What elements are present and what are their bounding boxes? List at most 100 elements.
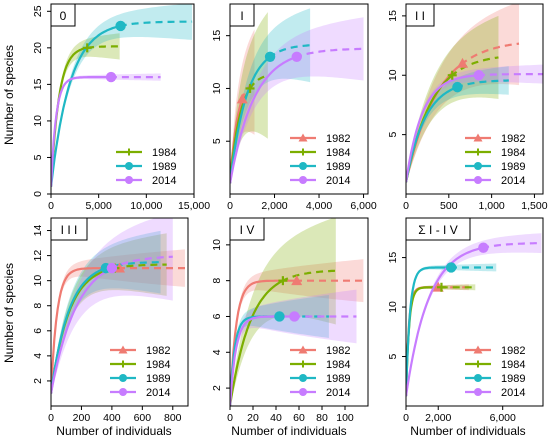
y-tick-label: 8 — [211, 278, 223, 284]
legend-label: 1989 — [501, 161, 525, 173]
y-tick-label: 10 — [387, 69, 399, 81]
extrapolation-1989 — [104, 261, 161, 270]
panel-5: 0 20 40 60 80 100 2 4 6 8 10 I V 1982 1984 1989 2014 — [211, 217, 369, 424]
legend-label: 1982 — [501, 345, 525, 357]
point-1984 — [436, 282, 446, 292]
x-tick-label: 0 — [48, 200, 54, 212]
legend-label: 1982 — [501, 133, 525, 145]
legend-item-1982: 1982 — [290, 133, 350, 145]
x-tick-label: 5,000 — [86, 200, 112, 212]
point-2014 — [105, 71, 117, 83]
legend: 1982 1984 1989 2014 — [290, 133, 350, 187]
x-tick-label: 6,000 — [490, 412, 516, 424]
band-1982 — [230, 259, 364, 406]
point-2014 — [291, 51, 302, 62]
point-1982 — [114, 262, 125, 273]
y-tick-label: 6 — [211, 313, 223, 319]
x-tick-label: 80 — [316, 412, 328, 424]
panel-1: 0 5,000 10,000 15,000 0 5 10 15 20 25 0 1984 1989 201… — [32, 3, 210, 212]
extrapolation-1984 — [86, 45, 120, 49]
band-2014 — [406, 233, 542, 397]
point-1984 — [245, 83, 255, 93]
point-1989 — [274, 311, 285, 322]
legend: 1982 1984 1989 2014 — [110, 345, 170, 399]
legend-label: 1989 — [326, 373, 350, 385]
legend-item-1982: 1982 — [110, 345, 170, 357]
x-tick-label: 1,500 — [521, 200, 547, 212]
extrapolation-1984 — [281, 269, 336, 283]
point-2014 — [289, 311, 300, 322]
panel-label: 0 — [60, 9, 67, 23]
legend: 1982 1984 1989 2014 — [290, 345, 350, 399]
curve-2014 — [51, 76, 110, 187]
panel-label-box — [405, 3, 435, 27]
y-axis-label-bottom: Number of species — [2, 263, 16, 363]
band-1984 — [406, 15, 499, 183]
panel-label: I — [240, 9, 243, 23]
legend-label: 1982 — [146, 345, 170, 357]
curve-2014 — [51, 267, 113, 394]
x-tick-label: 0 — [227, 412, 233, 424]
plot-frame — [50, 217, 189, 407]
x-tick-label: 1,000 — [478, 200, 504, 212]
panel-3: 0 500 1,000 1,500 5 10 15 I I 1982 1984 1989 2014 — [387, 3, 548, 212]
y-tick-label: 6 — [32, 328, 44, 334]
y-tick-label: 4 — [211, 349, 223, 355]
point-2014 — [106, 262, 118, 274]
panel-label: I V — [240, 223, 255, 237]
legend-label: 2014 — [146, 387, 170, 399]
point-2014 — [478, 242, 489, 253]
point-1984 — [82, 43, 92, 53]
legend-label: 2014 — [152, 175, 176, 187]
y-axis-label-top: Number of species — [2, 45, 16, 145]
y-tick-label: 20 — [32, 42, 44, 54]
y-tick-label: 25 — [32, 5, 44, 17]
band-2014 — [406, 64, 543, 183]
x-tick-label: 0 — [227, 200, 233, 212]
x-axis-label-right: Number of individuals — [410, 424, 525, 438]
legend-label: 1984 — [152, 147, 176, 159]
legend-item-2014: 2014 — [110, 387, 170, 399]
y-tick-label: 10 — [387, 301, 399, 313]
legend-item-1982: 1982 — [290, 345, 350, 357]
band-1984 — [230, 218, 336, 406]
legend-label: 2014 — [326, 175, 350, 187]
legend-item-1984: 1984 — [465, 359, 525, 371]
plot-frame — [229, 3, 369, 195]
panel-label: I I I — [61, 223, 78, 237]
band-2014 — [230, 17, 364, 184]
y-tick-label: 14 — [32, 225, 44, 237]
legend-label: 1989 — [146, 373, 170, 385]
curve-1989 — [51, 267, 107, 394]
extrapolation-1989 — [119, 20, 193, 28]
legend-item-1982: 1982 — [465, 345, 525, 357]
y-tick-label: 2 — [211, 385, 223, 391]
x-tick-label: 15,000 — [178, 200, 210, 212]
y-tick-label: 15 — [32, 78, 44, 90]
x-tick-label: 100 — [336, 412, 354, 424]
y-tick-label: 2 — [32, 378, 44, 384]
legend: 1984 1989 2014 — [116, 147, 176, 187]
x-tick-label: 800 — [164, 412, 182, 424]
x-axis-label-left: Number of individuals — [56, 424, 171, 438]
y-tick-label: 10 — [211, 82, 223, 94]
x-tick-label: 2,000 — [425, 412, 451, 424]
legend-item-2014: 2014 — [116, 175, 176, 187]
legend-item-1984: 1984 — [116, 147, 176, 159]
point-2014 — [473, 70, 484, 81]
curve-1984 — [230, 279, 284, 406]
plot-frame — [405, 217, 544, 407]
y-tick-label: 15 — [211, 30, 223, 42]
y-tick-label: 10 — [32, 275, 44, 287]
x-tick-label: 20 — [247, 412, 259, 424]
extrapolation-2014 — [481, 242, 542, 250]
x-tick-label: 6,000 — [350, 200, 376, 212]
panel-label-box — [229, 3, 255, 27]
panel-label-box — [229, 217, 265, 241]
legend-label: 2014 — [501, 387, 525, 399]
y-tick-label: 12 — [32, 250, 44, 262]
legend-item-1984: 1984 — [290, 359, 350, 371]
extrapolation-1984 — [248, 74, 269, 90]
panel-label-box — [405, 217, 471, 241]
